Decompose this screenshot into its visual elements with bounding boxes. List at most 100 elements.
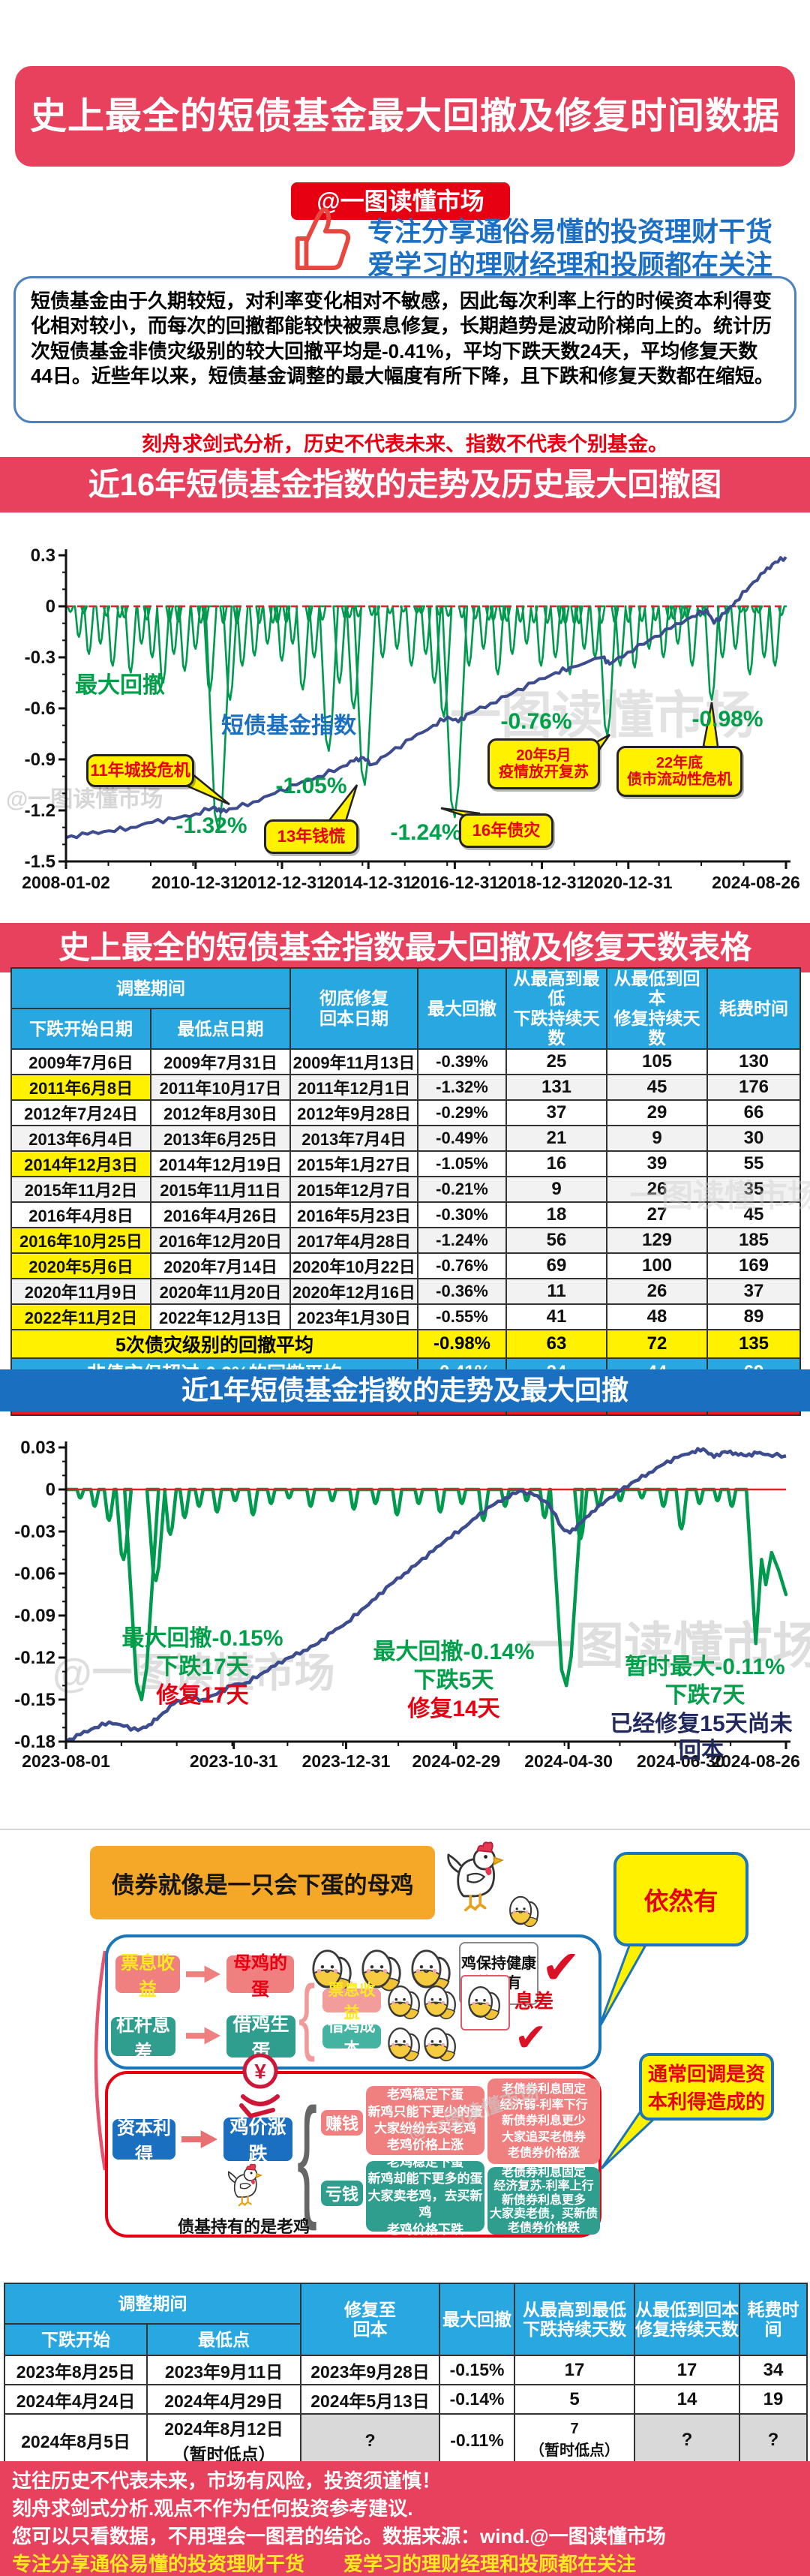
drawdown-table-16y: 调整期间 彻底修复 回本日期 最大回撤 从最高到最低 下跌持续天数 从最低到回本 修复持续天数… [10,967,801,1416]
box-hen-price: 鸡价涨跌 [224,2117,292,2165]
svg-text:0: 0 [46,597,56,617]
annotation: 下跌7天 [664,1683,746,1708]
arrow-icon [186,2027,220,2045]
table-row: 2012年7月24日 2012年8月30日 2012年9月28日 -0.29% 37… [10,1099,801,1126]
annotation: 修复17天 [156,1683,249,1708]
svg-text:-1.5: -1.5 [25,852,56,872]
svg-text:¥: ¥ [254,2060,266,2083]
spread-egg-box [460,1975,510,2030]
footer-line: 刻舟求剑式分析.观点不作为任何投资参考建议. [12,2497,413,2520]
arrow-icon [182,2130,218,2148]
group-bracket-icon [94,1950,106,2171]
svg-text:2023-10-31: 2023-10-31 [190,1751,278,1771]
chart2-holder-svg: 0.030-0.03-0.06-0.09-0.12-0.15-0.182023-… [14,1438,800,1771]
svg-text:-0.12: -0.12 [14,1648,56,1668]
svg-text:2024-06-30: 2024-06-30 [637,1751,725,1771]
annotation-value: -1.05% [275,774,347,798]
callout-2016: 16年债灾 [459,813,554,848]
table-row: 2022年11月2日 2022年12月13日 2023年1月30日 -0.55% 4… [10,1303,801,1330]
egg-icon [424,2027,456,2062]
intro-box: 短债基金由于久期较短，对利率变化相对不敏感，因此每次利率上行的时候资本利得变化相… [14,276,796,423]
section-banner-1y: 近1年短债基金指数的走势及最大回撤 [0,1369,810,1411]
egg-icon [467,1980,502,2024]
loss-box-bond: 老债券利息固定 经济复苏-利率上行 新债券利息更多 大家卖老债，买新债 老债券价格跌 [488,2166,600,2235]
egg-icon [361,1942,403,1996]
egg-icon [468,1986,500,2021]
svg-text:2014-12-31: 2014-12-31 [324,873,412,892]
egg-icon [387,1979,422,2023]
table-row: 2016年4月8日 2016年4月26日 2016年5月23日 -0.30% 18 2… [10,1201,801,1228]
recent-table-wrap: 调整期间 修复至 回本 最大回撤 从最高到最低 下跌持续天数 从最低到回本 修复持续天数 耗费时… [4,2283,808,2467]
egg-icon [410,1942,452,1996]
svg-text:-0.9: -0.9 [25,750,56,770]
label-loss: 亏钱 [321,2181,363,2206]
footer-line: 过往历史不代表未来，市场有风险，投资须谨慎！ [12,2469,442,2492]
egg-icon [312,1949,352,1991]
divider [0,1829,810,1830]
svg-text:-0.18: -0.18 [14,1732,56,1752]
tagline-line1: 专注分享通俗易懂的投资理财干货 [368,216,773,247]
table-row: 2020年11月9日 2020年11月20日 2020年12月16日 -0.36% … [10,1277,801,1305]
label-borrow-cost: 借鸡成本 [322,2018,381,2057]
svg-text:2012-12-31: 2012-12-31 [238,873,326,892]
table-row: 2020年5月6日 2020年7月14日 2020年10月22日 -0.76% 69… [10,1252,801,1279]
page-title: 史上最全的短债基金最大回撤及修复时间数据 [29,96,780,137]
svg-text:2020-12-31: 2020-12-31 [584,873,673,892]
hen-icon [447,1841,505,1912]
svg-text:-0.09: -0.09 [14,1606,56,1626]
gain-box-hen: 老鸡稳定下蛋 新鸡只能下更少的蛋 大家纷纷去买老鸡 老鸡价格上涨 [366,2086,484,2155]
hen-icon [439,1835,508,1931]
annotation-max-drawdown: 最大回撤 [75,673,165,698]
recent-drawdown-table: 调整期间 修复至 回本 最大回撤 从最高到最低 下跌持续天数 从最低到回本 修复持续天数 耗费时… [4,2283,808,2467]
drawdown-table-wrap: 调整期间 彻底修复 回本日期 最大回撤 从最高到最低 下跌持续天数 从最低到回本 修复持续天数… [10,967,801,1416]
box-leverage-spread: 杠杆息差 [111,2015,176,2062]
table-row: 2024年4月24日 2024年4月29日 2024年5月13日 -0.14% 5 … [4,2384,808,2415]
svg-text:-0.03: -0.03 [14,1522,56,1542]
box-hen-eggs: 母鸡的蛋 [226,1953,294,2000]
annotation-value: -1.32% [176,813,248,838]
svg-text:-0.6: -0.6 [25,699,56,719]
egg-icon [508,1889,540,1931]
egg-icon [423,1979,458,2023]
annotation: 最大回撤-0.14% [373,1640,535,1664]
egg-icon [423,2021,458,2065]
svg-text:2024-04-30: 2024-04-30 [524,1751,613,1771]
callout-2020: 20年5月 疫情放开复苏 [488,738,600,789]
table-row: 2024年8月5日 2024年8月12日 （暂时低点） ? -0.11% 7 （暂时低点… [4,2413,808,2467]
annotation: 回本 [679,1739,724,1763]
svg-text:2023-12-31: 2023-12-31 [302,1751,391,1771]
svg-text:2024-08-26: 2024-08-26 [712,1751,800,1771]
table-row: 2016年10月25日 2016年12月20日 2017年4月28日 -1.24% … [10,1226,801,1254]
svg-text:-0.3: -0.3 [25,648,56,668]
annotation: 修复14天 [407,1697,500,1721]
thumbs-up-icon [295,207,351,270]
label-gain: 赚钱 [321,2110,363,2136]
egg-icon [311,1942,353,1996]
annotation-value: -0.76% [500,709,572,734]
chart-16y: 0.3 0 -0.3 -0.6 -0.9 -1.2 -1.5 2008-01-02 2010-1… [0,525,810,900]
table-row: 2009年7月6日 2009年7月31日 2009年11月13日 -0.39% 25… [10,1048,801,1075]
svg-text:2016-12-31: 2016-12-31 [411,873,500,892]
egg-icon [424,1985,456,2020]
intro-text: 短债基金由于久期较短，对利率变化相对不敏感，因此每次利率上行的时候资本利得变化相… [31,290,774,387]
check-icon: ✔ [514,2016,548,2060]
hen-caption: 债基持有的是老鸡 [177,2217,310,2236]
table-row: 2023年8月25日 2023年9月11日 2023年9月28日 -0.15% 17… [4,2355,808,2385]
arrow-icon [186,1964,220,1984]
svg-text:2008-01-02: 2008-01-02 [22,873,110,892]
svg-text:0: 0 [46,1480,56,1500]
table-row: 2014年12月3日 2014年12月19日 2015年1月27日 -1.05% 1… [10,1150,801,1177]
svg-text:2023-08-01: 2023-08-01 [22,1751,110,1771]
disclaimer-line: 刻舟求剑式分析，历史不代表未来、指数不代表个别基金。 [142,433,668,455]
egg-icon [411,1949,451,1991]
tagline-line2: 爱学习的理财经理和投顾都在关注 [368,249,773,280]
egg-icon [388,2027,420,2062]
gain-box-bond: 老债券利息固定 经济弱-利率下行 新债券利息更少 大家追买老债券 老债券价格涨 [488,2079,600,2164]
svg-text:2024-08-26: 2024-08-26 [712,873,800,892]
summary-row: 5次债灾级别的回撤平均 -0.98% 63 72 135 [10,1328,801,1359]
annotation: 已经修复15天尚未 [610,1712,793,1736]
callout-2022: 22年底 债市流动性危机 [616,746,742,797]
brace-icon: { [297,2081,318,2232]
table-row: 2015年11月2日 2015年11月11日 2015年12月7日 -0.21% 9… [10,1175,801,1203]
